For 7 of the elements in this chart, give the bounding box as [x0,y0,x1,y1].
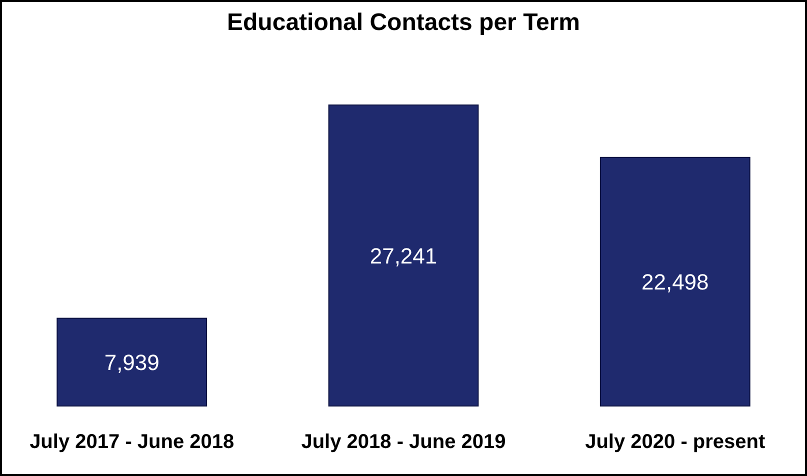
x-tick-label: July 2020 - present [585,431,766,453]
data-label: 27,241 [370,244,438,268]
x-tick-label: July 2018 - June 2019 [301,431,506,453]
data-label: 7,939 [104,350,160,376]
data-label: 22,498 [641,270,709,295]
x-tick-label: July 2017 - June 2018 [30,431,234,453]
chart-title: Educational Contacts per Term [227,9,580,36]
